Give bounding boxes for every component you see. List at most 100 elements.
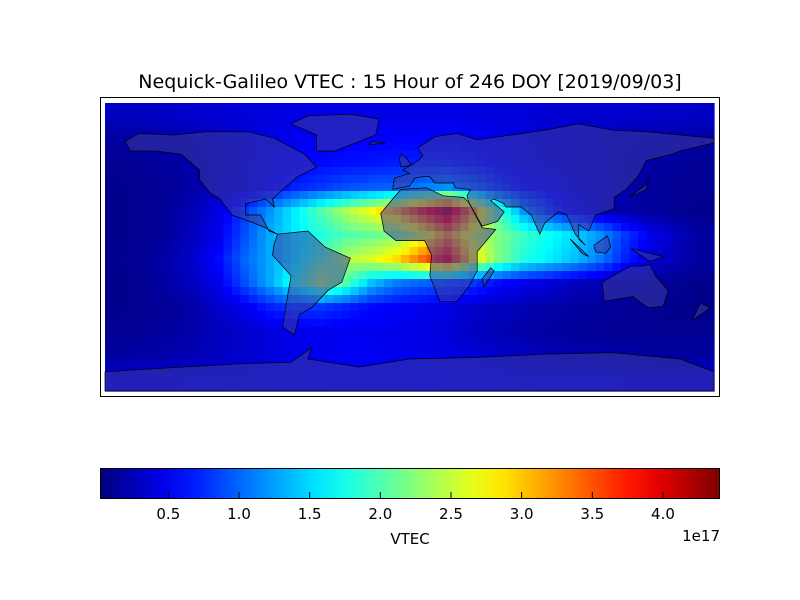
heatmap-cell: [121, 127, 131, 136]
heatmap-cell: [147, 319, 157, 328]
heatmap-cell: [367, 295, 377, 304]
heatmap-cell: [308, 151, 318, 160]
heatmap-cell: [688, 175, 698, 184]
heatmap-cell: [172, 119, 182, 128]
heatmap-cell: [138, 175, 148, 184]
heatmap-cell: [350, 143, 360, 152]
heatmap-cell: [189, 199, 199, 208]
heatmap-cell: [477, 103, 487, 112]
heatmap-cell: [595, 271, 605, 280]
heatmap-cell: [333, 215, 343, 224]
heatmap-cell: [206, 215, 216, 224]
heatmap-cell: [223, 207, 233, 216]
heatmap-cell: [240, 119, 250, 128]
heatmap-cell: [460, 351, 470, 360]
heatmap-cell: [147, 247, 157, 256]
heatmap-cell: [587, 263, 597, 272]
heatmap-cell: [620, 111, 631, 120]
heatmap-cell: [324, 103, 334, 112]
heatmap-cell: [181, 279, 191, 288]
heatmap-cell: [434, 327, 444, 336]
heatmap-cell: [375, 295, 385, 304]
heatmap-cell: [688, 335, 698, 344]
heatmap-cell: [536, 239, 546, 248]
heatmap-cell: [231, 127, 241, 136]
heatmap-cell: [189, 271, 199, 280]
heatmap-cell: [341, 287, 351, 296]
heatmap-cell: [181, 351, 191, 360]
heatmap-cell: [231, 343, 241, 352]
heatmap-cell: [147, 183, 157, 192]
heatmap-cell: [198, 335, 208, 344]
heatmap-cell: [113, 207, 123, 216]
heatmap-cell: [282, 271, 292, 280]
heatmap-cell: [164, 263, 174, 272]
heatmap-cell: [189, 103, 199, 112]
heatmap-cell: [494, 319, 504, 328]
heatmap-cell: [384, 191, 394, 200]
heatmap-cell: [291, 199, 301, 208]
heatmap-cell: [392, 343, 402, 352]
heatmap-cell: [502, 231, 512, 240]
heatmap-cell: [130, 351, 140, 360]
heatmap-cell: [705, 111, 715, 120]
heatmap-cell: [189, 303, 199, 312]
heatmap-cell: [105, 111, 115, 120]
heatmap-cell: [612, 199, 622, 208]
heatmap-cell: [587, 247, 597, 256]
heatmap-cell: [105, 247, 115, 256]
heatmap-cell: [231, 215, 241, 224]
heatmap-cell: [671, 199, 681, 208]
heatmap-cell: [172, 175, 182, 184]
heatmap-cell: [189, 255, 199, 264]
heatmap-cell: [350, 255, 360, 264]
heatmap-cell: [637, 231, 647, 240]
heatmap-cell: [409, 351, 419, 360]
heatmap-cell: [392, 279, 402, 288]
heatmap-cell: [527, 279, 537, 288]
heatmap-cell: [620, 215, 631, 224]
heatmap-cell: [671, 263, 681, 272]
heatmap-cell: [553, 239, 563, 248]
heatmap-cell: [426, 327, 436, 336]
heatmap-cell: [612, 119, 622, 128]
heatmap-cell: [206, 351, 216, 360]
heatmap-cell: [147, 127, 157, 136]
heatmap-cell: [299, 343, 309, 352]
heatmap-cell: [274, 223, 284, 232]
heatmap-cell: [494, 351, 504, 360]
heatmap-cell: [443, 343, 453, 352]
heatmap-cell: [451, 191, 461, 200]
heatmap-cell: [688, 111, 698, 120]
heatmap-cell: [172, 311, 182, 320]
heatmap-cell: [358, 175, 368, 184]
heatmap-cell: [367, 191, 377, 200]
heatmap-cell: [214, 359, 225, 368]
heatmap-cell: [147, 167, 157, 176]
heatmap-cell: [536, 295, 546, 304]
heatmap-cell: [612, 239, 622, 248]
heatmap-cell: [274, 111, 284, 120]
heatmap-cell: [561, 223, 571, 232]
heatmap-cell: [654, 271, 664, 280]
heatmap-cell: [214, 263, 225, 272]
heatmap-cell: [401, 295, 411, 304]
heatmap-cell: [316, 319, 326, 328]
heatmap-cell: [375, 223, 385, 232]
heatmap-cell: [527, 271, 537, 280]
heatmap-cell: [147, 191, 157, 200]
heatmap-cell: [604, 263, 614, 272]
heatmap-cell: [248, 279, 258, 288]
heatmap-cell: [646, 199, 656, 208]
heatmap-cell: [367, 199, 377, 208]
heatmap-cell: [494, 327, 504, 336]
heatmap-cell: [367, 103, 377, 112]
heatmap-cell: [688, 351, 698, 360]
heatmap-cell: [688, 271, 698, 280]
heatmap-cell: [587, 255, 597, 264]
heatmap-cell: [308, 135, 318, 144]
heatmap-cell: [587, 231, 597, 240]
heatmap-cell: [578, 295, 588, 304]
heatmap-cell: [646, 351, 656, 360]
heatmap-cell: [316, 335, 326, 344]
